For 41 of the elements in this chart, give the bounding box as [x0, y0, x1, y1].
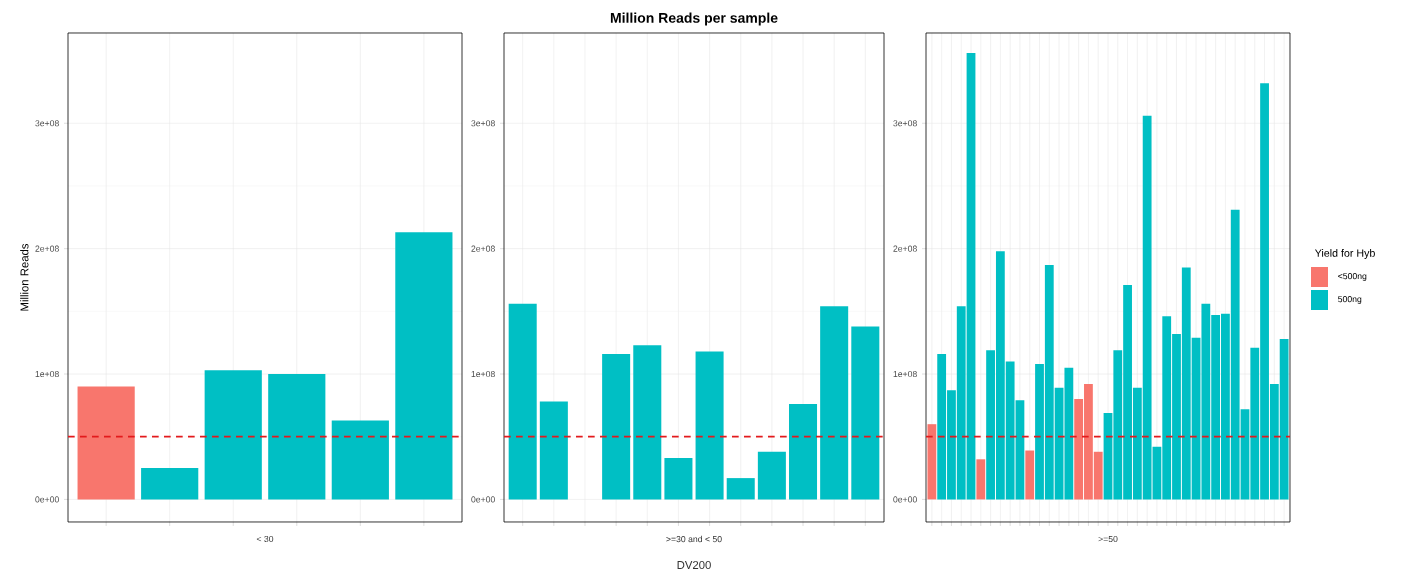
bar [664, 458, 693, 500]
bar [927, 424, 937, 500]
text: >=50 [1098, 535, 1118, 543]
y-axis-title: Million Reads [20, 243, 29, 311]
bar [77, 386, 135, 500]
bar [789, 404, 818, 500]
bar [539, 401, 568, 500]
bar [141, 468, 199, 500]
text: >=30 and < 50 [666, 535, 722, 543]
y-tick-label: 1e+08 [471, 370, 495, 378]
y-tick-label: 3e+08 [35, 120, 59, 127]
y-tick-label: 1e+08 [35, 370, 59, 378]
y-tick-label: 0e+00 [35, 496, 59, 503]
bar [395, 232, 453, 500]
y-tick-label: 3e+08 [471, 120, 495, 127]
y-tick-label: 2e+08 [471, 245, 495, 252]
bar [976, 459, 986, 500]
y-tick-label: 3e+08 [893, 120, 917, 127]
y-tick-label: 0e+00 [893, 496, 917, 503]
bar [1025, 450, 1035, 500]
legend-label: 500ng [1338, 296, 1362, 304]
legend-title: Yield for Hyb [1314, 249, 1375, 259]
bar [268, 374, 326, 500]
text: < 30 [256, 535, 274, 543]
bar [204, 370, 262, 500]
bar [331, 420, 389, 500]
x-axis-title: DV200 [677, 560, 711, 569]
chart-title: Million Reads per sample [610, 12, 778, 26]
bar [695, 351, 724, 500]
y-tick-label: 2e+08 [35, 245, 59, 252]
bar [851, 326, 880, 500]
y-tick-label: 1e+08 [893, 370, 917, 378]
bar [726, 478, 755, 500]
bar [633, 345, 662, 500]
bar [820, 306, 849, 500]
bar [508, 303, 537, 500]
legend-label: <500ng [1338, 273, 1367, 281]
bar [757, 451, 786, 500]
y-tick-label: 0e+00 [471, 496, 495, 503]
bar [602, 353, 631, 500]
y-tick-label: 2e+08 [893, 245, 917, 252]
